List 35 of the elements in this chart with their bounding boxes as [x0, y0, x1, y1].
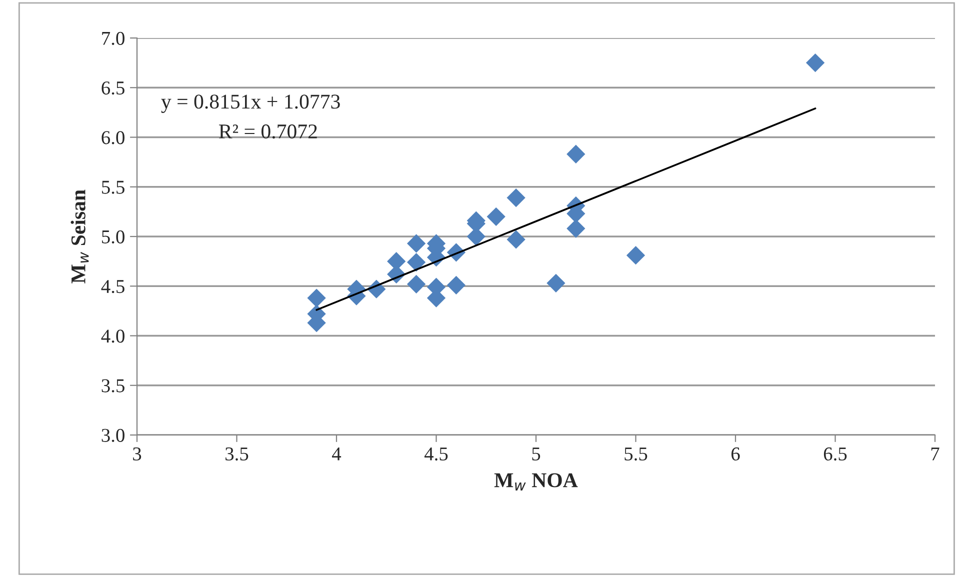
y-tick-label: 5.0 — [102, 230, 124, 244]
y-tick-label: 4.5 — [101, 280, 124, 294]
point — [406, 274, 426, 294]
y-tick-label: 7.0 — [102, 32, 124, 46]
point — [506, 230, 526, 249]
point — [626, 246, 646, 265]
annotation: y = 0.8151x + 1.0773 — [161, 94, 340, 113]
y-tick-label: 4.0 — [101, 330, 124, 343]
point — [506, 188, 526, 208]
x-tick-label: 6.5 — [824, 447, 847, 461]
x-tick-label: 3.5 — [226, 447, 248, 461]
point — [406, 252, 426, 272]
annotation: R² = 0.7072 — [218, 124, 317, 139]
x-tick-label: 3 — [133, 447, 142, 460]
y-tick-label: 3.0 — [102, 428, 124, 442]
x-tick-label: 5 — [532, 448, 540, 460]
x-tick-label: 4.5 — [424, 448, 448, 461]
point — [546, 274, 566, 292]
y-tick-label: 3.5 — [102, 379, 124, 392]
x-tick-label: 5.5 — [624, 448, 648, 461]
point — [486, 207, 506, 226]
x-tick-label: 4 — [332, 448, 342, 460]
x-tick-label: 6 — [731, 447, 740, 460]
point — [446, 276, 466, 294]
y-tick-label: 6.0 — [102, 131, 124, 144]
x-axis-title: M$_{w}$ NOA — [494, 473, 578, 490]
point — [566, 219, 586, 238]
point — [307, 288, 326, 308]
y-axis-title: M$_{w}$ Seisan — [70, 190, 89, 284]
y-tick-label: 6.5 — [102, 81, 124, 95]
point — [406, 234, 426, 253]
point — [566, 144, 586, 164]
point — [806, 53, 825, 72]
x-tick-label: 7 — [931, 448, 940, 460]
y-tick-label: 5.5 — [102, 180, 124, 194]
